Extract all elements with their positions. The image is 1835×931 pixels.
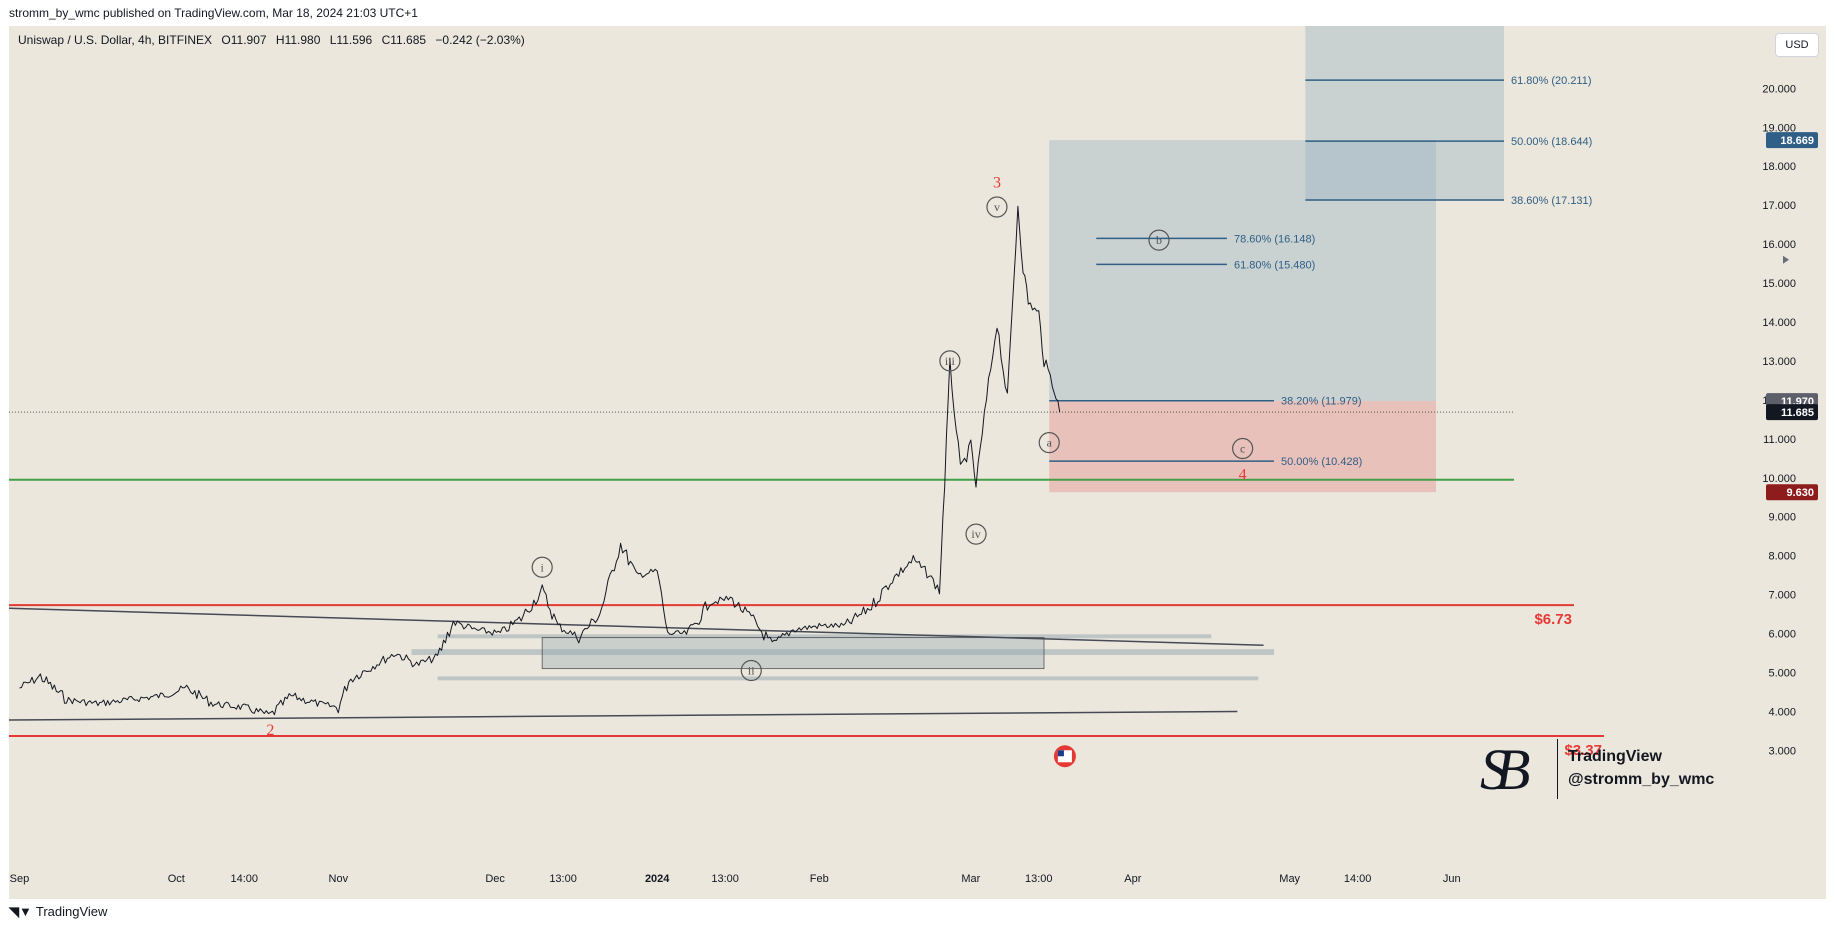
y-tick-label: 10.000 (1762, 473, 1796, 485)
price-badge (1766, 132, 1818, 149)
footer[interactable]: ◥▼ TradingView (9, 904, 107, 920)
y-tick-label: 16.000 (1762, 239, 1796, 251)
y-tick-label: 14.000 (1762, 317, 1796, 329)
ohlc-change: −0.242 (−2.03%) (435, 33, 525, 47)
flag-canton (1057, 750, 1064, 757)
x-tick-label: May (1279, 873, 1300, 885)
price-badge-label: 9.630 (1786, 487, 1814, 499)
symbol-legend[interactable]: Uniswap / U.S. Dollar, 4h, BITFINEX O11.… (18, 33, 531, 47)
y-tick-label: 5.000 (1768, 668, 1796, 680)
wave-circle-v (986, 196, 1008, 218)
level-label: $6.73 (1534, 611, 1572, 628)
wave-label-4: 4 (1239, 467, 1247, 484)
trendline (9, 710, 1238, 721)
ohlc-close: C11.685 (381, 33, 427, 47)
chart-area[interactable]: $6.73 $3.37 61.80% (20.211) 50.00% (18.644)… (9, 26, 1826, 899)
ohlc-low: L11.596 (329, 33, 373, 47)
projection-box-target (1049, 140, 1437, 402)
y-tick-label: 11.000 (1763, 434, 1796, 446)
price-badge (1766, 484, 1818, 501)
watermark-line-1: TradingView (1568, 748, 1662, 765)
fib-level-label: 38.20% (11.979) (1281, 396, 1362, 408)
x-tick-label: 14:00 (230, 873, 258, 885)
symbol-name: Uniswap / U.S. Dollar, 4h, BITFINEX (18, 33, 213, 47)
wave-circle-b (1148, 229, 1170, 251)
y-tick-label: 17.000 (1762, 200, 1796, 212)
projection-box-target (1305, 26, 1504, 201)
y-tick-label: 7.000 (1768, 590, 1796, 602)
publisher-caption: stromm_by_wmc published on TradingView.c… (9, 6, 418, 20)
ohlc-high: H11.980 (275, 33, 321, 47)
x-tick-label: Sep (10, 873, 30, 885)
x-tick-label: Feb (810, 873, 829, 885)
x-tick-label: Nov (329, 873, 349, 885)
wave-label-a: a (1047, 436, 1053, 450)
fib-level-label: 38.60% (17.131) (1511, 195, 1592, 207)
x-tick-label: 13:00 (549, 873, 577, 885)
y-tick-label: 18.000 (1762, 161, 1796, 173)
trendline (9, 607, 1264, 647)
support-zone (541, 637, 1045, 670)
wave-label-i: i (541, 560, 545, 574)
axis-scroll-icon (1783, 255, 1789, 264)
wave-label-v: v (994, 200, 1000, 214)
wave-circle-i (531, 556, 553, 578)
wave-label-c: c (1240, 441, 1245, 455)
support-zone (437, 676, 1259, 681)
ohlc-open: O11.907 (221, 33, 267, 47)
watermark-line-2: @stromm_by_wmc (1568, 771, 1715, 788)
wave-circle-iv (965, 523, 987, 545)
wave-circle-a (1038, 432, 1060, 454)
watermark-divider (1557, 739, 1558, 799)
y-tick-label: 8.000 (1768, 551, 1796, 563)
price-chart[interactable]: $6.73 $3.37 61.80% (20.211) 50.00% (18.644)… (9, 26, 1826, 899)
wave-label-ii: ii (748, 663, 755, 677)
projection-box-stop (1049, 401, 1437, 493)
footer-label: TradingView (35, 904, 108, 919)
x-tick-label: 2024 (645, 873, 670, 885)
wave-circle-c (1232, 437, 1254, 460)
currency-button[interactable]: USD (1775, 33, 1819, 57)
tradingview-logo-icon: ◥▼ (9, 904, 32, 919)
y-tick-label: 3.000 (1768, 745, 1796, 757)
wave-label-iii: iii (945, 354, 956, 368)
fib-level-label: 50.00% (10.428) (1281, 456, 1362, 468)
price-series-line (19, 205, 1061, 716)
price-badge (1766, 404, 1818, 421)
us-flag-icon (1053, 745, 1076, 768)
x-tick-label: 13:00 (711, 873, 739, 885)
price-badge-label: 11.685 (1781, 407, 1814, 419)
y-tick-label: 6.000 (1768, 629, 1796, 641)
x-tick-label: Dec (485, 873, 505, 885)
price-badge-label: 18.669 (1780, 135, 1814, 147)
wave-label-3: 3 (993, 175, 1001, 192)
wave-label-2: 2 (266, 722, 274, 739)
y-tick-label: 20.000 (1762, 83, 1796, 95)
x-tick-label: Jun (1443, 873, 1461, 885)
support-zone (437, 634, 1212, 639)
fib-level-label: 78.60% (16.148) (1234, 233, 1315, 245)
y-tick-label: 13.000 (1762, 356, 1796, 368)
wave-label-b: b (1156, 233, 1162, 247)
y-tick-label: 19.000 (1762, 122, 1796, 134)
wave-circle-iii (939, 350, 961, 372)
y-tick-label: 4.000 (1768, 706, 1796, 718)
y-tick-label: 15.000 (1762, 278, 1796, 290)
x-tick-label: 13:00 (1025, 873, 1053, 885)
fib-level-label: 61.80% (15.480) (1234, 259, 1315, 271)
fib-level-label: 61.80% (20.211) (1511, 75, 1592, 87)
y-tick-label: 9.000 (1768, 512, 1796, 524)
x-tick-label: Apr (1124, 873, 1141, 885)
fib-level-label: 50.00% (18.644) (1511, 136, 1592, 148)
wave-circle-ii (740, 659, 762, 682)
author-logo: SB (1480, 737, 1530, 802)
support-zone (411, 649, 1274, 655)
x-tick-label: Oct (168, 873, 185, 885)
wave-label-iv: iv (971, 527, 980, 541)
x-tick-label: Mar (961, 873, 980, 885)
x-tick-label: 14:00 (1344, 873, 1372, 885)
level-label: $3.37 (1564, 742, 1602, 759)
